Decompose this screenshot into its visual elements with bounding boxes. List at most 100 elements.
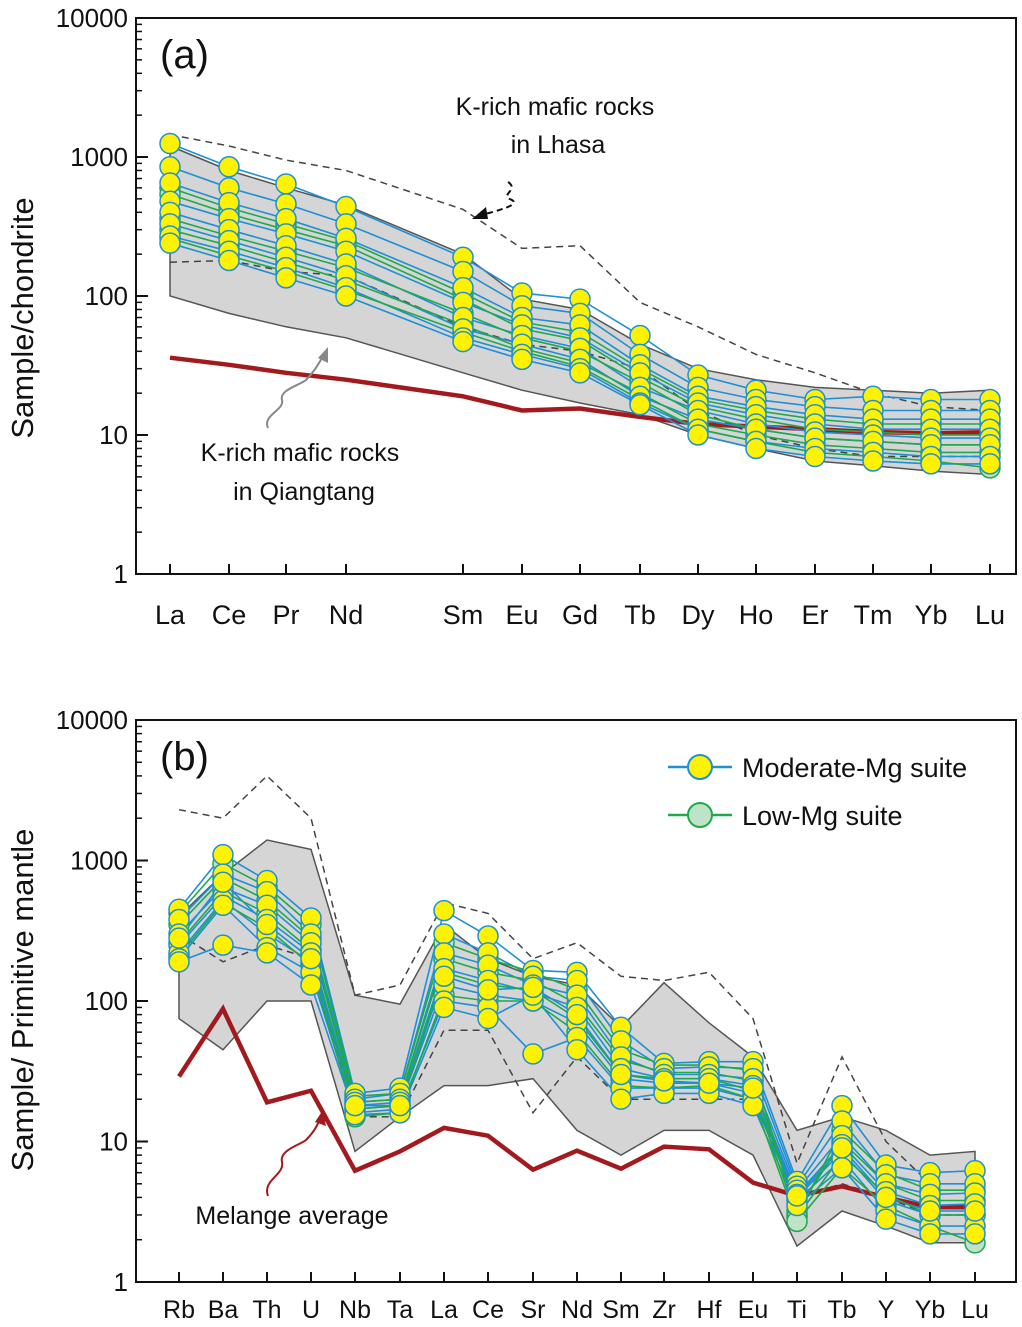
x-tick-label-lu: Lu [975,600,1005,630]
melange-annotation-arrow [266,1117,321,1197]
x-tick-label-la: La [430,1296,458,1324]
x-tick-label-y: Y [878,1296,895,1324]
legend-label-moderate-mg: Moderate-Mg suite [742,753,967,783]
x-tick-label-pr: Pr [273,600,300,630]
x-tick-label-nd: Nd [329,600,364,630]
data-point [168,951,190,973]
data-point [875,1186,897,1209]
data-point [433,899,455,922]
data-point [804,445,826,468]
reference-line [177,1004,975,1210]
series-markers [159,132,1001,479]
x-tick-label-ce: Ce [212,600,247,630]
lhasa-arrowhead-icon [472,207,488,219]
qiangtang-annotation-line2: in Qiangtang [233,478,375,506]
data-point [212,871,234,894]
legend-marker-moderate-mg [687,754,713,780]
y-tick-label: 100 [85,986,128,1016]
x-tick-label-nb: Nb [339,1296,371,1324]
data-point [653,1070,675,1092]
y-tick-label: 1 [114,559,128,589]
data-point [919,1200,941,1222]
data-point [919,1223,941,1245]
data-point [875,1208,897,1230]
data-point [629,394,651,416]
y-tick-label: 10 [99,1127,128,1157]
data-point [964,1223,986,1245]
series-markers [168,843,986,1254]
data-point [256,942,278,964]
x-tick-label-lu: Lu [961,1296,989,1324]
data-point [522,1043,544,1065]
y-tick-label: 1000 [70,142,128,172]
legend-marker-low-mg [687,802,713,828]
x-tick-label-sr: Sr [521,1296,546,1324]
legend-item-moderate-mg: Moderate-Mg suite [668,753,967,783]
data-point [979,453,1001,475]
lhasa-annotation-line1: K-rich mafic rocks [456,93,655,121]
data-point [300,947,322,970]
y-tick-label: 1 [114,1267,128,1297]
panel-a-y-axis-label: Sample/chondrite [5,197,40,438]
sample-series [168,843,986,1254]
x-tick-label-dy: Dy [682,600,715,630]
data-point [610,1088,632,1110]
x-tick-label-sm: Sm [602,1296,640,1324]
data-point [687,424,709,446]
qiangtang-arrowhead-icon [318,347,328,363]
legend-item-low-mg: Low-Mg suite [668,801,903,831]
x-tick-label-yb: Yb [915,1296,946,1324]
x-tick-label-ba: Ba [208,1296,239,1324]
data-point [159,232,181,254]
x-tick-label-eu: Eu [738,1296,769,1324]
data-point [477,1007,499,1030]
x-tick-label-th: Th [252,1296,281,1324]
data-point [433,965,455,988]
data-point [566,1038,588,1061]
x-tick-label-zr: Zr [652,1296,676,1324]
data-point [218,156,240,178]
data-point [964,1200,986,1222]
y-tick-label: 10 [99,420,128,450]
panel-a-ree-plot: 1 10 100 1000 10000 La Ce Pr Nd Sm Eu Gd Tb Dy Ho Er Tm Y… [5,3,1017,630]
data-point [275,267,297,289]
data-point [433,996,455,1019]
panel-a-label: (a) [160,33,209,77]
data-point [569,362,591,384]
data-point [831,1157,853,1179]
sample-series [159,132,1001,479]
x-tick-label-la: La [155,600,186,630]
x-tick-label-nd: Nd [561,1296,593,1324]
data-point [433,923,455,945]
x-tick-label-tb: Tb [827,1296,856,1324]
data-point [511,348,533,371]
data-point [344,1094,366,1117]
data-point [218,249,240,272]
x-tick-label-ce: Ce [472,1296,504,1324]
data-point [168,927,190,949]
data-point [477,979,499,1001]
x-tick-label-sm: Sm [443,600,484,630]
x-tick-label-tm: Tm [854,600,893,630]
x-tick-label-eu: Eu [505,600,538,630]
y-tick-label: 1000 [70,846,128,876]
lhasa-upper-boundary [169,133,991,412]
data-point [212,894,234,917]
data-point [389,1094,411,1117]
lhasa-lower-boundary [169,259,990,458]
qiangtang-annotation-line1: K-rich mafic rocks [201,439,400,467]
x-tick-label-u: U [302,1296,320,1324]
data-point [745,437,767,460]
lhasa-upper-boundary [178,774,975,1185]
panel-b-spider-plot: 1 10 100 1000 10000 Rb Ba Th U Nb Ta La Ce Sr Nd Sm Zr Hf… [5,705,1017,1324]
data-point [256,913,278,936]
data-point [920,453,942,475]
x-tick-label-rb: Rb [163,1296,195,1324]
x-tick-label-gd: Gd [562,600,598,630]
data-point [159,132,181,155]
legend-label-low-mg: Low-Mg suite [742,801,903,831]
data-point [629,324,651,347]
melange-arrowhead-icon [315,1110,326,1126]
data-point [831,1137,853,1159]
y-tick-label: 10000 [56,3,128,33]
